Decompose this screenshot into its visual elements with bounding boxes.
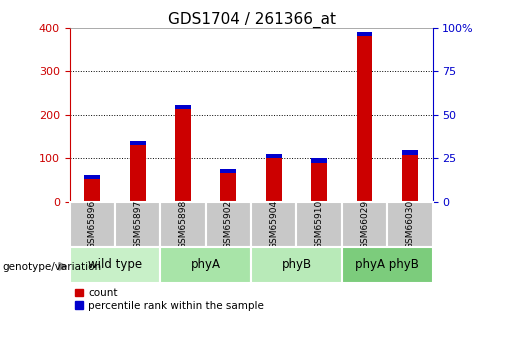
Bar <box>70 202 115 247</box>
Bar <box>84 175 100 179</box>
Text: genotype/variation: genotype/variation <box>3 263 101 272</box>
Bar <box>175 109 191 202</box>
Bar <box>356 32 372 36</box>
Text: phyB: phyB <box>281 258 312 271</box>
Text: GSM65902: GSM65902 <box>224 200 233 249</box>
Text: GSM65897: GSM65897 <box>133 200 142 249</box>
Legend: count, percentile rank within the sample: count, percentile rank within the sample <box>75 288 264 311</box>
Bar <box>130 141 146 145</box>
Bar <box>175 105 191 109</box>
Bar <box>130 145 146 202</box>
Bar <box>266 158 282 202</box>
Text: GDS1704 / 261366_at: GDS1704 / 261366_at <box>168 12 336 28</box>
Bar <box>251 247 342 283</box>
Bar <box>297 202 342 247</box>
Text: GSM65898: GSM65898 <box>179 200 187 249</box>
Bar <box>402 150 418 155</box>
Text: GSM65896: GSM65896 <box>88 200 97 249</box>
Bar <box>70 247 160 283</box>
Text: GSM65904: GSM65904 <box>269 200 278 249</box>
Bar <box>311 158 327 162</box>
Text: phyA: phyA <box>191 258 221 271</box>
Bar <box>251 202 297 247</box>
Bar <box>160 202 205 247</box>
Text: phyA phyB: phyA phyB <box>355 258 419 271</box>
Bar <box>266 154 282 158</box>
Text: GSM66030: GSM66030 <box>405 200 415 249</box>
Bar <box>342 247 433 283</box>
Text: GSM66029: GSM66029 <box>360 200 369 249</box>
Bar <box>311 162 327 202</box>
Bar <box>115 202 160 247</box>
Text: GSM65910: GSM65910 <box>315 200 323 249</box>
Bar <box>205 202 251 247</box>
Bar <box>356 36 372 202</box>
Text: wild type: wild type <box>88 258 142 271</box>
Bar <box>342 202 387 247</box>
Bar <box>160 247 251 283</box>
Bar <box>402 155 418 202</box>
Bar <box>220 173 236 202</box>
Bar <box>84 179 100 202</box>
Bar <box>387 202 433 247</box>
Bar <box>220 169 236 173</box>
